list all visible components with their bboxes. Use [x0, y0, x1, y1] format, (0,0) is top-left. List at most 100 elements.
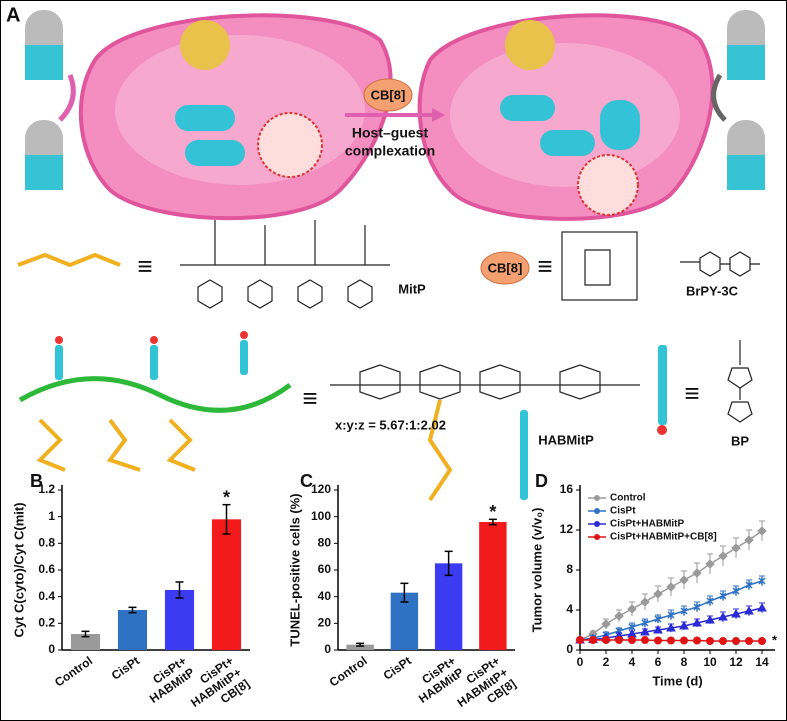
y-tick-label: 40 — [318, 589, 332, 603]
y-axis-label: TUNEL-positive cells (%) — [287, 493, 302, 646]
y-tick-label: 120 — [311, 482, 331, 496]
cb8-icon — [480, 251, 530, 285]
bp-label: BP — [731, 433, 749, 448]
bp-structure — [727, 340, 753, 423]
marker — [627, 604, 637, 614]
marker — [745, 581, 753, 589]
y-tick-label: 1 — [48, 509, 55, 523]
x-tick-label: 8 — [681, 655, 688, 669]
x-tick-label: 2 — [603, 655, 610, 669]
bar — [117, 610, 148, 650]
x-tick-label: 0 — [577, 655, 584, 669]
mitochondrion — [175, 105, 235, 131]
polymer-backbone — [18, 376, 292, 413]
y-tick-label: 20 — [318, 616, 332, 630]
marker — [640, 626, 650, 636]
marker — [666, 622, 676, 632]
zoom-circle — [257, 112, 323, 178]
marker — [667, 636, 675, 645]
x-tick-label: 12 — [729, 655, 743, 669]
error-bar — [356, 642, 365, 647]
x-tick-label: 14 — [755, 655, 769, 669]
x-tick-label: 4 — [629, 655, 636, 669]
marker — [640, 597, 650, 607]
nucleus — [180, 20, 230, 70]
bar — [434, 563, 463, 650]
legend-label: Control — [610, 493, 646, 504]
bar — [346, 644, 374, 650]
marker — [718, 611, 728, 621]
bar — [70, 634, 101, 650]
marker — [654, 636, 662, 645]
cb8-icon — [363, 78, 413, 112]
ratio: x:y:z = 5.67:1:2.02 — [335, 417, 446, 432]
mitochondrion — [540, 130, 595, 156]
cell-inner — [450, 43, 680, 187]
marker — [744, 535, 754, 545]
y-tick-label: 60 — [318, 562, 332, 576]
legend-label: CisPt — [610, 506, 636, 517]
arrow-head — [432, 108, 445, 122]
marker — [628, 636, 636, 644]
legend-marker — [594, 508, 600, 514]
bp-tips — [55, 331, 248, 344]
error-bar — [81, 630, 90, 638]
marker — [758, 637, 766, 645]
y-tick-label: 0.2 — [38, 616, 55, 630]
legend-label: CisPt+HABMitP+CB[8] — [610, 532, 717, 543]
marker — [718, 551, 728, 561]
y-axis-label: Cyt C(cyto)/Cyt C(mit) — [11, 502, 26, 637]
equiv: ≡ — [302, 383, 317, 413]
host-guest: Host–guest — [352, 125, 429, 141]
polymer-structure — [330, 364, 640, 400]
marker — [731, 543, 741, 553]
marker — [731, 608, 741, 618]
marker — [692, 617, 702, 627]
brpy-structure — [680, 251, 760, 277]
marker — [615, 636, 623, 644]
bp-icon-tip — [657, 425, 667, 435]
legend-label: CisPt+HABMitP — [610, 519, 685, 530]
bar — [164, 590, 195, 650]
mitp-side — [427, 399, 453, 502]
y-tick-label: 12 — [560, 522, 574, 536]
marker — [589, 636, 597, 644]
bp-icon — [658, 345, 667, 425]
marker — [705, 614, 715, 624]
y-tick-label: 0.8 — [38, 536, 55, 550]
marker — [693, 636, 701, 645]
mitp-label: MitP — [398, 281, 426, 296]
x-tick-label: 6 — [655, 655, 662, 669]
marker — [732, 587, 740, 595]
error-bar — [128, 606, 137, 614]
equiv: ≡ — [137, 251, 152, 281]
mitochondrion — [500, 95, 555, 121]
y-axis-label: Tumor volume (v/v₀) — [529, 508, 544, 633]
brpy-label: BrPY-3C — [686, 283, 739, 298]
zoom-circle — [577, 154, 639, 216]
cb8-label: CB[8] — [371, 87, 406, 102]
marker — [576, 636, 584, 644]
legend-marker — [594, 534, 600, 540]
marker — [679, 575, 689, 585]
error-bar — [444, 550, 453, 577]
marker — [705, 559, 715, 569]
marker — [641, 636, 649, 644]
marker — [653, 624, 663, 634]
mitochondrion — [600, 100, 640, 150]
nucleus — [505, 20, 555, 70]
marker — [614, 611, 624, 621]
error-bar — [175, 581, 184, 599]
bar — [211, 519, 242, 650]
pill-characters — [25, 10, 765, 190]
y-tick-label: 4 — [566, 602, 573, 616]
error-bar — [222, 503, 231, 535]
marker — [732, 637, 740, 645]
marker — [744, 605, 754, 615]
y-tick-label: 80 — [318, 536, 332, 550]
y-tick-label: 16 — [560, 482, 574, 496]
y-tick-label: 1.2 — [38, 482, 55, 496]
legend-marker — [594, 495, 600, 501]
mitp-pendants — [36, 418, 196, 472]
